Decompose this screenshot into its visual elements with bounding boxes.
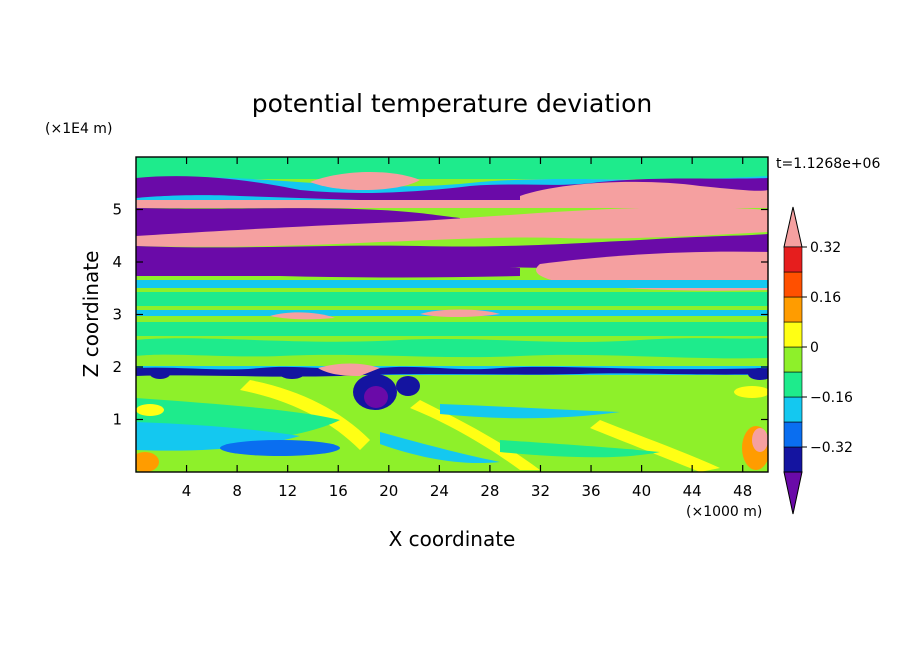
contour-band <box>220 440 340 456</box>
colorbar-swatch <box>783 246 803 273</box>
contour-band <box>150 369 170 379</box>
contour-band <box>590 420 720 472</box>
colorbar-label: 0.16 <box>810 290 841 306</box>
contour-band <box>136 452 159 472</box>
contour-band <box>136 157 768 179</box>
x-tick-label: 16 <box>329 482 348 500</box>
x-tick-label: 48 <box>733 482 752 500</box>
x-axis: 4 8 12 16 20 24 28 32 36 40 44 48 <box>182 157 752 500</box>
x-tick-label: 36 <box>581 482 600 500</box>
colorbar-swatch <box>783 396 803 423</box>
x-axis-title: X coordinate <box>389 527 516 551</box>
contour-band <box>270 312 335 320</box>
y-tick-label: 3 <box>112 306 122 324</box>
y-tick-label: 2 <box>112 358 122 376</box>
time-label: t=1.1268e+06 <box>776 156 880 172</box>
x-tick-label: 28 <box>480 482 499 500</box>
contour-field <box>136 157 768 472</box>
y-unit-label: (×1E4 m) <box>45 121 112 137</box>
colorbar-swatch <box>783 371 803 398</box>
x-tick-label: 44 <box>683 482 702 500</box>
colorbar-swatch <box>783 271 803 298</box>
contour-band <box>500 440 660 458</box>
x-tick-label: 32 <box>531 482 550 500</box>
colorbar-swatch <box>783 296 803 323</box>
contour-band <box>318 363 380 376</box>
contour-band <box>752 428 768 452</box>
contour-band <box>396 376 420 396</box>
colorbar-bottom-arrow <box>783 471 803 515</box>
x-tick-label: 12 <box>278 482 297 500</box>
x-tick-label: 40 <box>632 482 651 500</box>
colorbar-label: −0.32 <box>810 440 853 456</box>
colorbar-swatch <box>783 421 803 448</box>
y-tick-label: 5 <box>112 201 122 219</box>
colorbar: 0.32 0.16 0 −0.16 −0.32 <box>783 206 853 515</box>
contour-band <box>136 280 768 288</box>
contour-band <box>240 380 370 450</box>
x-unit-label: (×1000 m) <box>686 504 762 520</box>
x-tick-label: 24 <box>430 482 449 500</box>
contour-band <box>440 404 620 419</box>
contour-band <box>420 309 500 317</box>
contour-band <box>734 386 768 398</box>
y-tick-label: 1 <box>112 411 122 429</box>
colorbar-label: −0.16 <box>810 390 853 406</box>
x-tick-label: 8 <box>232 482 242 500</box>
y-tick-label: 4 <box>112 253 122 271</box>
contour-band <box>364 386 388 408</box>
contour-band <box>136 338 768 359</box>
x-tick-label: 20 <box>379 482 398 500</box>
contour-band <box>136 261 520 278</box>
colorbar-swatch <box>783 346 803 373</box>
colorbar-swatch <box>783 321 803 348</box>
contour-band <box>136 322 768 336</box>
contour-band <box>136 292 768 306</box>
chart-title: potential temperature deviation <box>252 89 652 118</box>
x-tick-label: 4 <box>182 482 192 500</box>
contour-band <box>310 171 420 191</box>
contour-band <box>280 369 304 379</box>
contour-band <box>380 432 500 464</box>
contour-band <box>748 368 768 380</box>
contour-band <box>520 181 768 206</box>
y-axis: 1 2 3 4 5 <box>112 201 768 429</box>
colorbar-label: 0 <box>810 340 819 356</box>
colorbar-label: 0.32 <box>810 240 841 256</box>
y-axis-title: Z coordinate <box>79 251 103 378</box>
colorbar-swatch <box>783 446 803 473</box>
contour-band <box>136 200 768 208</box>
contour-band <box>136 207 768 247</box>
colorbar-top-arrow <box>783 206 803 248</box>
contour-band <box>136 404 164 416</box>
